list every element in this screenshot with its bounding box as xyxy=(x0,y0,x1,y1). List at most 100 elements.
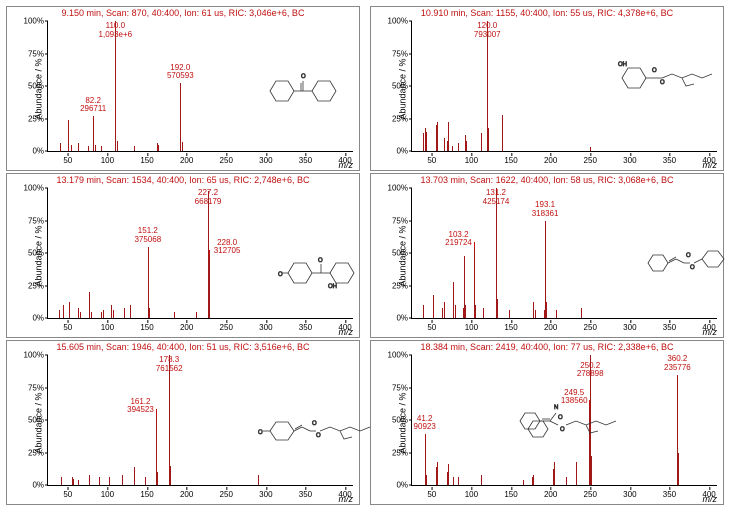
peak-bar xyxy=(426,475,427,485)
peak-bar xyxy=(448,122,449,151)
svg-text:O: O xyxy=(312,421,317,427)
x-tick: 50 xyxy=(427,490,436,499)
x-tick: 200 xyxy=(180,323,193,332)
y-tick: 100% xyxy=(384,17,408,26)
x-tick: 400 xyxy=(338,490,351,499)
peak-bar xyxy=(174,312,175,319)
peak-bar xyxy=(466,141,467,151)
peak-label: 178.3761562 xyxy=(156,356,183,373)
peak-bar xyxy=(453,477,454,485)
plot-area: 0%25%50%75%100%5010015020025030035040015… xyxy=(47,188,353,319)
x-tick: 150 xyxy=(504,490,517,499)
x-tick: 400 xyxy=(702,323,715,332)
peak-label: 193.1318361 xyxy=(532,201,559,218)
peak-label: 103.2219724 xyxy=(445,231,472,248)
peak-bar xyxy=(60,143,61,151)
peak-label: 82.2296711 xyxy=(80,97,106,114)
peak-bar xyxy=(180,83,181,151)
y-tick: 25% xyxy=(20,281,44,290)
panel-title: 13.179 min, Scan: 1534, 40:400, Ion: 65 … xyxy=(7,175,359,185)
peak-label: 120.0793007 xyxy=(474,22,501,39)
plot-area: 0%25%50%75%100%5010015020025030035040082… xyxy=(47,21,353,152)
x-tick: 100 xyxy=(465,323,478,332)
x-tick: 150 xyxy=(140,156,153,165)
peak-bar xyxy=(122,475,123,485)
y-tick: 75% xyxy=(384,216,408,225)
plot-area: 0%25%50%75%100%5010015020025030035040012… xyxy=(411,21,717,152)
peak-bar xyxy=(61,477,62,485)
panel-title: 18.384 min, Scan: 2419, 40:400, Ion: 77 … xyxy=(371,342,723,352)
peak-bar xyxy=(554,462,555,485)
x-tick: 250 xyxy=(220,490,233,499)
peak-bar xyxy=(134,146,135,151)
y-tick: 100% xyxy=(20,351,44,360)
structure-inset: O O OH xyxy=(278,248,373,295)
y-tick: 25% xyxy=(384,281,408,290)
svg-text:O: O xyxy=(560,427,565,433)
peak-bar xyxy=(566,477,567,485)
peak-bar xyxy=(78,480,79,485)
spectrum-panel-0: 9.150 min, Scan: 870, 40:400, Ion: 61 us… xyxy=(6,6,360,171)
peak-bar xyxy=(182,142,183,151)
peak-bar xyxy=(423,305,424,318)
structure-inset: N O O xyxy=(512,393,642,450)
y-tick: 25% xyxy=(384,448,408,457)
peak-bar xyxy=(576,462,577,485)
x-tick: 50 xyxy=(63,156,72,165)
y-tick: 50% xyxy=(20,82,44,91)
peak-bar xyxy=(170,466,171,486)
x-tick: 400 xyxy=(702,156,715,165)
peak-bar xyxy=(481,133,482,151)
peak-bar xyxy=(433,295,434,318)
x-tick: 250 xyxy=(584,156,597,165)
peak-bar xyxy=(502,143,503,151)
svg-text:O: O xyxy=(660,80,665,86)
peak-bar xyxy=(157,472,158,485)
peak-bar xyxy=(209,258,210,318)
peak-bar xyxy=(196,312,197,319)
peak-bar xyxy=(73,479,74,486)
x-tick: 50 xyxy=(427,323,436,332)
peak-bar xyxy=(455,305,456,318)
peak-bar xyxy=(69,302,70,318)
peak-bar xyxy=(556,310,557,318)
panel-title: 10.910 min, Scan: 1155, 40:400, Ion: 55 … xyxy=(371,8,723,18)
y-tick: 25% xyxy=(20,448,44,457)
y-tick: 0% xyxy=(20,314,44,323)
peak-bar xyxy=(88,146,89,151)
peak-bar xyxy=(465,305,466,318)
peak-bar xyxy=(458,143,459,151)
peak-bar xyxy=(71,145,72,152)
peak-bar xyxy=(426,132,427,152)
structure-inset: O O O xyxy=(258,410,378,457)
y-tick: 100% xyxy=(20,184,44,193)
x-tick: 250 xyxy=(584,323,597,332)
x-tick: 300 xyxy=(259,156,272,165)
y-tick: 100% xyxy=(384,184,408,193)
y-tick: 25% xyxy=(384,114,408,123)
peak-bar xyxy=(158,145,159,152)
x-tick: 300 xyxy=(259,490,272,499)
peak-bar xyxy=(101,146,102,151)
svg-text:O: O xyxy=(686,253,691,259)
x-tick: 150 xyxy=(504,156,517,165)
y-tick: 50% xyxy=(20,249,44,258)
peak-bar xyxy=(103,310,104,318)
x-tick: 400 xyxy=(338,323,351,332)
peak-bar xyxy=(130,305,131,318)
spectra-grid: 9.150 min, Scan: 870, 40:400, Ion: 61 us… xyxy=(6,6,724,505)
peak-bar xyxy=(509,310,510,318)
svg-text:OH: OH xyxy=(328,284,337,290)
x-tick: 50 xyxy=(63,490,72,499)
x-tick: 200 xyxy=(180,156,193,165)
y-tick: 100% xyxy=(384,351,408,360)
peak-bar xyxy=(117,141,118,151)
peak-bar xyxy=(497,299,498,319)
x-tick: 200 xyxy=(544,323,557,332)
panel-title: 9.150 min, Scan: 870, 40:400, Ion: 61 us… xyxy=(7,8,359,18)
peak-label: 228.0312705 xyxy=(214,239,241,256)
x-tick: 200 xyxy=(180,490,193,499)
x-tick: 300 xyxy=(623,323,636,332)
svg-text:O: O xyxy=(652,68,657,74)
peak-bar xyxy=(78,143,79,151)
